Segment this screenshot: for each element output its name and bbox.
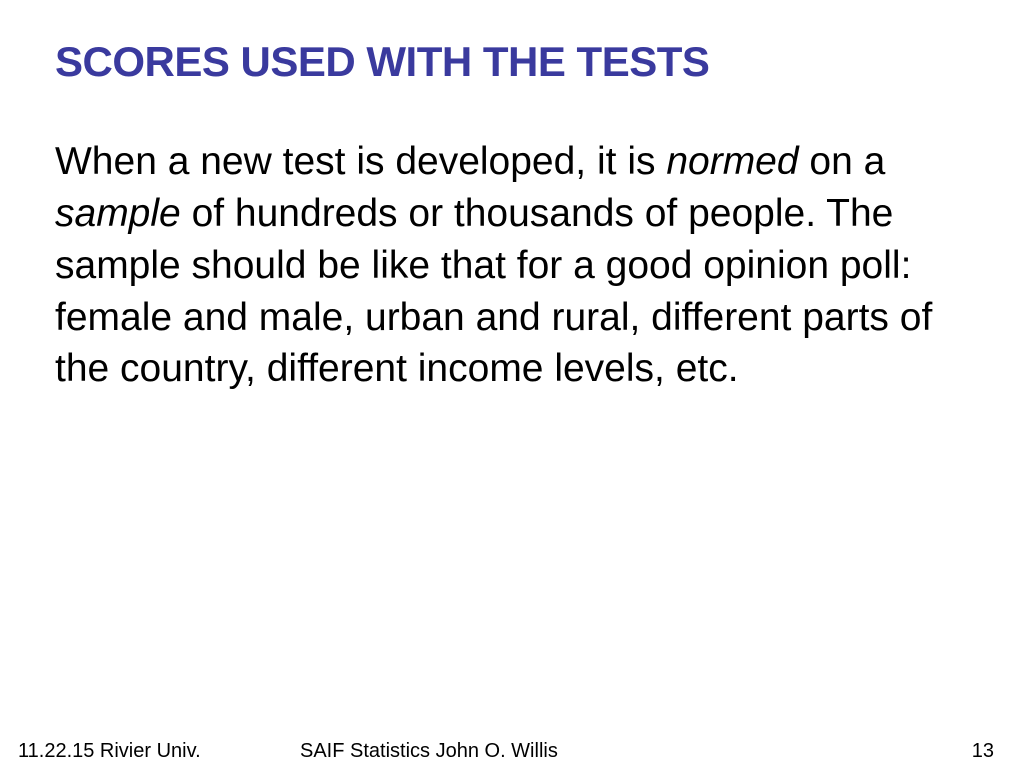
body-text-segment: on a	[799, 140, 886, 183]
body-text-segment: of hundreds or thousands of people. The …	[55, 192, 932, 391]
body-italic-segment: sample	[55, 192, 181, 235]
body-text-segment: When a new test is developed, it is	[55, 140, 666, 183]
footer-page-number: 13	[972, 740, 994, 763]
footer-date-location: 11.22.15 Rivier Univ.	[18, 740, 201, 763]
slide-title: SCORES USED WITH THE TESTS	[55, 38, 969, 86]
slide-container: SCORES USED WITH THE TESTS When a new te…	[0, 0, 1024, 768]
footer-course-author: SAIF Statistics John O. Willis	[300, 740, 558, 763]
slide-body: When a new test is developed, it is norm…	[55, 136, 969, 395]
body-italic-segment: normed	[666, 140, 798, 183]
